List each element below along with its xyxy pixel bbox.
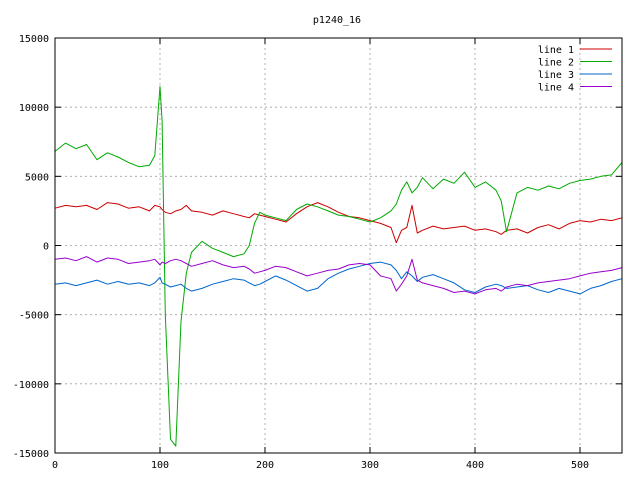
y-tick-label: -15000 — [13, 449, 49, 460]
y-tick-label: -10000 — [13, 380, 49, 391]
series-line-2 — [54, 85, 623, 447]
chart-title: p1240_16 — [313, 15, 361, 26]
legend-label-1: line 1 — [538, 45, 574, 56]
series-line-1 — [54, 202, 623, 244]
series-group — [54, 85, 623, 447]
legend-label-2: line 2 — [538, 58, 574, 69]
x-tick-label: 0 — [52, 460, 58, 471]
y-axis: -15000 -10000 -5000 0 5000 10000 15000 — [13, 34, 622, 460]
y-tick-label: 10000 — [19, 103, 49, 114]
y-tick-label: -5000 — [19, 311, 49, 322]
series-line-3 — [54, 261, 623, 295]
series-line-4 — [54, 256, 623, 295]
x-tick-label: 500 — [571, 460, 589, 471]
legend-label-4: line 4 — [538, 83, 574, 94]
y-tick-label: 15000 — [19, 34, 49, 45]
y-tick-label: 5000 — [25, 172, 49, 183]
x-axis: 0 100 200 300 400 500 — [52, 38, 589, 471]
x-tick-label: 300 — [361, 460, 379, 471]
x-tick-label: 100 — [151, 460, 169, 471]
grid — [55, 38, 622, 453]
y-tick-label: 0 — [43, 242, 49, 253]
x-tick-label: 200 — [256, 460, 274, 471]
legend-label-3: line 3 — [538, 70, 574, 81]
x-tick-label: 400 — [466, 460, 484, 471]
